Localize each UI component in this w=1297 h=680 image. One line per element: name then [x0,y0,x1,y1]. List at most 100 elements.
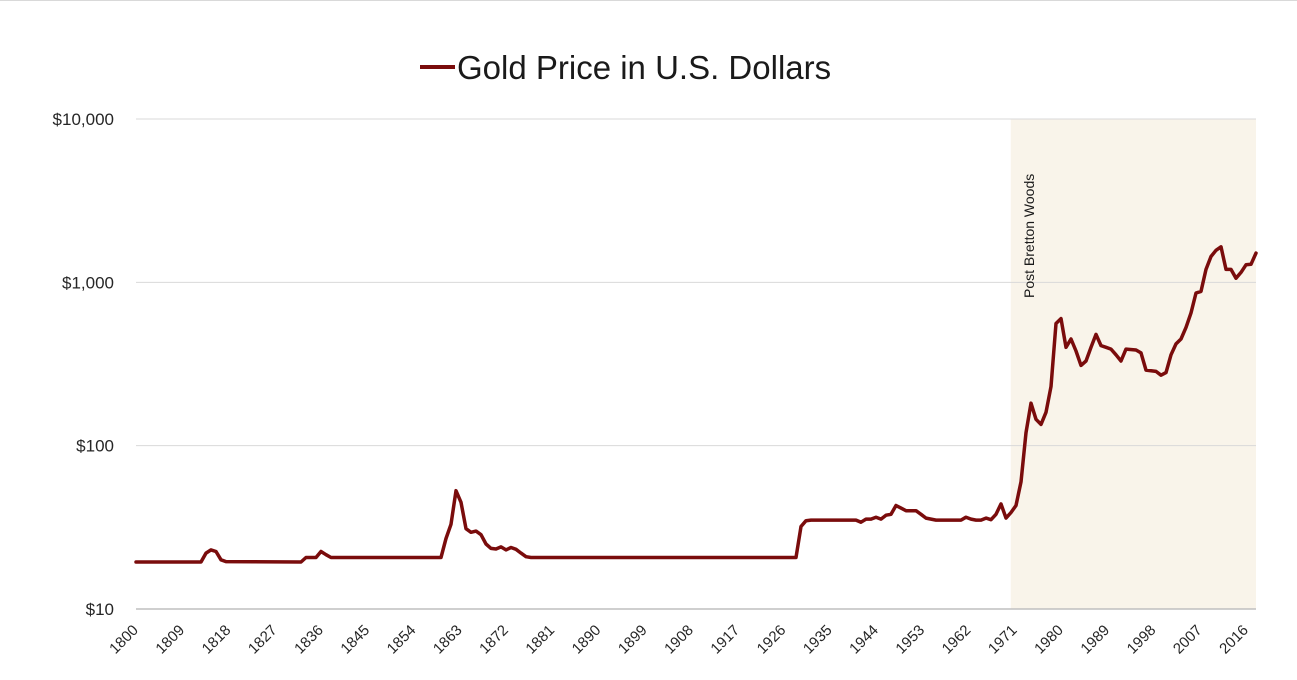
data-point [215,550,218,553]
data-point [515,548,518,551]
x-tick-label: 1980 [1031,622,1067,658]
data-point [960,519,963,522]
data-point [300,561,303,564]
series-line-gold-price [134,245,1258,564]
data-point [525,555,528,558]
data-point [1045,411,1048,414]
data-point [965,516,968,519]
data-point [980,519,983,522]
data-point [205,552,208,555]
data-point [505,548,508,551]
data-point [1110,348,1113,351]
data-point [1010,511,1013,514]
data-point [1065,346,1068,349]
post-bretton-woods-region [1010,119,1256,609]
data-point [1035,418,1038,421]
y-tick-label: $100 [76,437,114,456]
data-point [1245,263,1248,266]
data-point [1250,263,1253,266]
shaded-region-label: Post Bretton Woods [1021,174,1037,298]
data-point [1210,255,1213,258]
data-point [1230,268,1233,271]
data-point [1145,369,1148,372]
data-point [885,514,888,517]
data-point [985,517,988,520]
x-tick-label: 2016 [1216,622,1252,658]
data-point [990,518,993,521]
data-point [135,561,138,564]
data-point [450,523,453,526]
data-point [1195,292,1198,295]
data-point [855,519,858,522]
data-point [1175,342,1178,345]
data-point [1240,271,1243,274]
data-point [1070,338,1073,341]
data-point [1090,346,1093,349]
data-point [1180,338,1183,341]
data-point [1085,360,1088,363]
x-tick-label: 1854 [384,622,420,658]
data-point [875,516,878,519]
data-point [315,556,318,559]
data-point [210,548,213,551]
x-tick-label: 1926 [754,622,790,658]
x-tick-label: 1845 [337,622,373,658]
data-point [1105,346,1108,349]
data-point [480,533,483,536]
data-point [935,519,938,522]
x-tick-label: 1917 [707,622,743,658]
data-point [320,550,323,553]
data-point [1060,317,1063,320]
data-point [485,543,488,546]
x-tick-label: 1890 [569,622,605,658]
data-point [880,518,883,521]
y-tick-label: $10,000 [53,110,114,129]
data-point [1200,290,1203,293]
data-point [445,537,448,540]
data-point [325,553,328,556]
data-point [900,507,903,510]
data-point [1215,249,1218,252]
data-point [305,556,308,559]
data-point [995,513,998,516]
chart-title: Gold Price in U.S. Dollars [457,49,831,86]
x-tick-label: 1998 [1124,622,1160,658]
legend: Gold Price in U.S. Dollars [420,49,831,86]
data-point [1165,371,1168,374]
data-point [1225,268,1228,271]
data-point [455,489,458,492]
data-point [1020,480,1023,483]
x-tick-label: 1809 [152,622,188,658]
data-point [1100,344,1103,347]
data-point [1160,374,1163,377]
x-tick-label: 1827 [245,622,281,658]
data-point [1050,385,1053,388]
data-point [1115,353,1118,356]
y-tick-label: $10 [86,600,114,619]
data-point [975,519,978,522]
x-axis-ticks: 1800 1809 1818 1827 1836 1845 1854 1863 1872 1881… [106,622,1252,658]
data-point [225,560,228,563]
x-tick-label: 1989 [1077,622,1113,658]
data-point [1080,364,1083,367]
x-tick-label: 1953 [892,622,928,658]
data-point [1040,423,1043,426]
data-point [800,525,803,528]
data-point [895,504,898,507]
x-tick-label: 1944 [846,622,882,658]
x-tick-label: 1971 [985,622,1021,658]
data-point [220,558,223,561]
data-point [1220,245,1223,248]
y-axis-ticks: $10 $100 $1,000 $10,000 [53,110,114,619]
data-point [200,561,203,564]
data-point [920,513,923,516]
data-point [465,527,468,530]
x-tick-label: 1881 [522,622,558,658]
data-point [1120,360,1123,363]
x-tick-label: 1863 [430,622,466,658]
x-tick-label: 1800 [106,622,142,658]
data-point [860,521,863,524]
x-tick-label: 1908 [661,622,697,658]
